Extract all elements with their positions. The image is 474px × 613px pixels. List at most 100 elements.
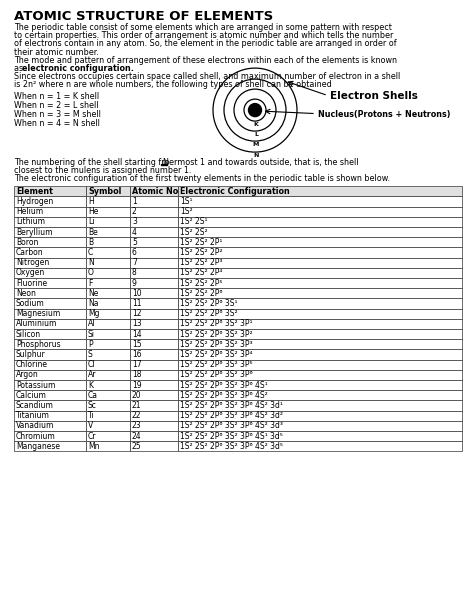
Text: H: H bbox=[88, 197, 94, 206]
Bar bbox=[178, 360, 462, 370]
Bar bbox=[130, 390, 178, 400]
Bar bbox=[14, 421, 86, 431]
Text: The electronic configuration of the first twenty elements in the periodic table : The electronic configuration of the firs… bbox=[14, 174, 390, 183]
Bar bbox=[130, 441, 178, 451]
Text: 1S² 2S² 2P⁶ 3S² 3P⁵: 1S² 2S² 2P⁶ 3S² 3P⁵ bbox=[180, 360, 253, 369]
Bar bbox=[86, 196, 130, 207]
Text: Mg: Mg bbox=[88, 309, 100, 318]
Text: Electron Shells: Electron Shells bbox=[330, 91, 418, 101]
Text: Lithium: Lithium bbox=[16, 218, 45, 226]
Bar bbox=[86, 349, 130, 360]
Text: Carbon: Carbon bbox=[16, 248, 44, 257]
Bar bbox=[130, 278, 178, 288]
Text: 1S² 2S² 2P⁶ 3S² 3P⁶ 4S¹: 1S² 2S² 2P⁶ 3S² 3P⁶ 4S¹ bbox=[180, 381, 268, 390]
Text: 21: 21 bbox=[132, 401, 142, 410]
Text: 1S² 2S² 2P³: 1S² 2S² 2P³ bbox=[180, 258, 222, 267]
Text: 1S² 2S² 2P⁶ 3S¹: 1S² 2S² 2P⁶ 3S¹ bbox=[180, 299, 237, 308]
Text: 1: 1 bbox=[132, 197, 137, 206]
Bar bbox=[86, 257, 130, 268]
Text: 11: 11 bbox=[132, 299, 142, 308]
Text: Chromium: Chromium bbox=[16, 432, 56, 441]
Text: Boron: Boron bbox=[16, 238, 38, 247]
Bar bbox=[178, 186, 462, 196]
Text: of electrons contain in any atom. So, the element in the periodic table are arra: of electrons contain in any atom. So, th… bbox=[14, 39, 397, 48]
Text: 1S² 2S² 2P⁶ 3S² 3P⁴: 1S² 2S² 2P⁶ 3S² 3P⁴ bbox=[180, 350, 253, 359]
Bar bbox=[130, 207, 178, 217]
Bar bbox=[14, 196, 86, 207]
Text: Sulphur: Sulphur bbox=[16, 350, 46, 359]
Bar bbox=[14, 380, 86, 390]
Bar bbox=[178, 196, 462, 207]
Text: 19: 19 bbox=[132, 381, 142, 390]
Bar bbox=[86, 329, 130, 339]
Bar bbox=[130, 411, 178, 421]
Text: 1S² 2S² 2P⁶ 3S² 3P⁶ 4S² 3d¹: 1S² 2S² 2P⁶ 3S² 3P⁶ 4S² 3d¹ bbox=[180, 401, 283, 410]
Bar bbox=[86, 308, 130, 319]
Bar bbox=[178, 390, 462, 400]
Bar bbox=[178, 400, 462, 411]
Text: N: N bbox=[162, 158, 168, 167]
Text: 12: 12 bbox=[132, 309, 142, 318]
Bar bbox=[130, 217, 178, 227]
Bar bbox=[130, 400, 178, 411]
Text: L: L bbox=[254, 132, 258, 137]
Text: 1S² 2S² 2P²: 1S² 2S² 2P² bbox=[180, 248, 222, 257]
Text: Sodium: Sodium bbox=[16, 299, 45, 308]
Text: Al: Al bbox=[88, 319, 95, 329]
Bar bbox=[14, 237, 86, 248]
Text: electronic configuration.: electronic configuration. bbox=[22, 64, 134, 73]
Bar bbox=[14, 288, 86, 299]
Bar bbox=[86, 380, 130, 390]
Text: 25: 25 bbox=[132, 442, 142, 451]
Text: 4: 4 bbox=[132, 227, 137, 237]
Text: 1S² 2S² 2P⁶ 3S²: 1S² 2S² 2P⁶ 3S² bbox=[180, 309, 237, 318]
Bar bbox=[130, 339, 178, 349]
Text: Atomic No: Atomic No bbox=[132, 187, 178, 196]
Text: S: S bbox=[88, 350, 93, 359]
Bar bbox=[178, 441, 462, 451]
Bar bbox=[178, 431, 462, 441]
Bar bbox=[178, 319, 462, 329]
Text: 1S² 2S² 2P¹: 1S² 2S² 2P¹ bbox=[180, 238, 222, 247]
Bar bbox=[14, 349, 86, 360]
Text: Scandium: Scandium bbox=[16, 401, 54, 410]
Bar bbox=[14, 360, 86, 370]
Bar bbox=[86, 217, 130, 227]
Text: Aluminium: Aluminium bbox=[16, 319, 57, 329]
Text: M: M bbox=[253, 142, 259, 147]
Text: 6: 6 bbox=[132, 248, 137, 257]
Text: closest to the mulens is assigned number 1.: closest to the mulens is assigned number… bbox=[14, 166, 191, 175]
Text: When n = 3 = M shell: When n = 3 = M shell bbox=[14, 110, 101, 118]
Text: 24: 24 bbox=[132, 432, 142, 441]
Text: ermost 1 and towards outside, that is, the shell: ermost 1 and towards outside, that is, t… bbox=[169, 158, 358, 167]
Bar bbox=[14, 308, 86, 319]
Bar bbox=[14, 207, 86, 217]
Bar bbox=[162, 164, 167, 165]
Text: Helium: Helium bbox=[16, 207, 43, 216]
Bar bbox=[178, 308, 462, 319]
Text: Mn: Mn bbox=[88, 442, 100, 451]
Bar bbox=[86, 288, 130, 299]
Text: The periodic table consist of some elements which are arranged in some pattern w: The periodic table consist of some eleme… bbox=[14, 23, 392, 32]
Bar bbox=[86, 227, 130, 237]
Bar bbox=[130, 237, 178, 248]
Bar bbox=[178, 370, 462, 380]
Text: Chlorine: Chlorine bbox=[16, 360, 48, 369]
Text: P: P bbox=[88, 340, 92, 349]
Bar bbox=[130, 227, 178, 237]
Text: to certain properties. This order of arrangement is atomic number and which tell: to certain properties. This order of arr… bbox=[14, 31, 393, 40]
Text: The numbering of the shell starting fro: The numbering of the shell starting fro bbox=[14, 158, 170, 167]
Text: Cr: Cr bbox=[88, 432, 97, 441]
Text: Element: Element bbox=[16, 187, 53, 196]
Text: Oxygen: Oxygen bbox=[16, 268, 45, 278]
Text: is 2n² where n are whole numbers, the following types of shell can be obtained: is 2n² where n are whole numbers, the fo… bbox=[14, 80, 332, 89]
Text: Na: Na bbox=[88, 299, 99, 308]
Bar bbox=[130, 186, 178, 196]
Bar bbox=[86, 319, 130, 329]
Bar bbox=[130, 349, 178, 360]
Bar bbox=[14, 390, 86, 400]
Text: C: C bbox=[88, 248, 93, 257]
Bar bbox=[130, 431, 178, 441]
Bar bbox=[86, 278, 130, 288]
Text: 20: 20 bbox=[132, 391, 142, 400]
